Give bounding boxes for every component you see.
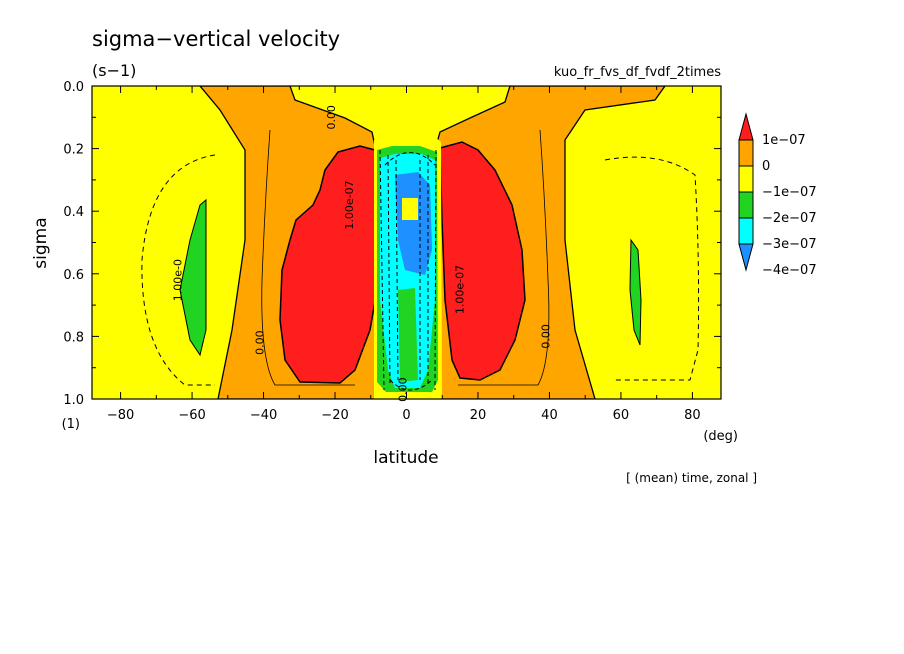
note-label: [ (mean) time, zonal ] — [626, 471, 757, 485]
contour-label: 0.00 — [325, 105, 338, 130]
x-axis-label: latitude — [373, 448, 438, 468]
x-tick-label: 80 — [684, 408, 701, 423]
x-tick-label: −60 — [178, 408, 205, 423]
experiment-label: kuo_fr_fvs_df_fvdf_2times — [554, 65, 721, 80]
chart-title: sigma−vertical velocity — [92, 27, 340, 51]
y-tick-label: 1.0 — [63, 393, 84, 408]
equatorial-green-inner — [398, 288, 418, 382]
colorbar-label: 1e−07 — [762, 133, 806, 148]
colorbar-label: 0 — [762, 159, 770, 174]
x-units: (deg) — [703, 429, 738, 444]
y-tick-label: 0.4 — [63, 205, 84, 220]
x-axis: −80 −60 −40 −20 0 20 40 60 80 — [107, 86, 701, 423]
chart-units: (s−1) — [92, 61, 136, 80]
contour-label: 0.00 — [254, 330, 267, 355]
contour-label: 1.00e-07 — [454, 265, 467, 314]
thin-contour-right — [458, 129, 550, 386]
dashed-contour-right — [604, 156, 700, 381]
green-patch-left — [179, 198, 207, 357]
x-tick-label: 20 — [470, 408, 487, 423]
colorbar-segment — [738, 217, 754, 245]
green-patch-right — [629, 238, 642, 346]
dashed-contour-left — [141, 154, 216, 386]
colorbar-segment — [738, 191, 754, 219]
x-tick-label: −40 — [250, 408, 277, 423]
colorbar-top-arrow — [738, 112, 754, 141]
equatorial-yellow-spot — [402, 198, 418, 220]
y-tick-label: 0.0 — [63, 80, 84, 95]
y-axis: 0.0 0.2 0.4 0.6 0.8 1.0 — [63, 80, 721, 408]
colorbar-bottom-arrow — [738, 243, 754, 272]
colorbar-label: −3e−07 — [762, 237, 817, 252]
colorbar: 1e−07 0 −1e−07 −2e−07 −3e−07 −4e−07 — [738, 112, 817, 278]
contour-field — [92, 86, 721, 399]
x-tick-label: 0 — [402, 408, 410, 423]
contour-label: 1.00e-07 — [343, 180, 356, 229]
y-tick-label: 0.2 — [63, 143, 84, 158]
contour-label: 0.00 — [397, 377, 410, 402]
red-max-right — [439, 141, 526, 381]
colorbar-segment — [738, 139, 754, 167]
colorbar-label: −4e−07 — [762, 263, 817, 278]
y-axis-label: sigma — [31, 217, 51, 268]
contour-label: 1.00e-0 — [171, 259, 184, 301]
y-tick-label: 0.8 — [63, 330, 84, 345]
x-tick-label: −20 — [321, 408, 348, 423]
colorbar-label: −2e−07 — [762, 211, 817, 226]
colorbar-label: −1e−07 — [762, 185, 817, 200]
x-tick-label: 60 — [613, 408, 630, 423]
x-tick-label: 40 — [541, 408, 558, 423]
equatorial-blue-core — [395, 172, 432, 275]
contour-label: 0.00 — [539, 324, 552, 349]
equatorial-dashed-contours — [379, 149, 437, 391]
contour-labels: 0.00 0.00 1.00e-0 1.00e-07 0.00 0.00 1.00e-07 — [171, 105, 552, 402]
y-tick-label: 0.6 — [63, 268, 84, 283]
y-units: (1) — [62, 417, 80, 432]
x-tick-label: −80 — [107, 408, 134, 423]
thin-contour-left — [261, 129, 355, 386]
colorbar-segment — [738, 165, 754, 193]
